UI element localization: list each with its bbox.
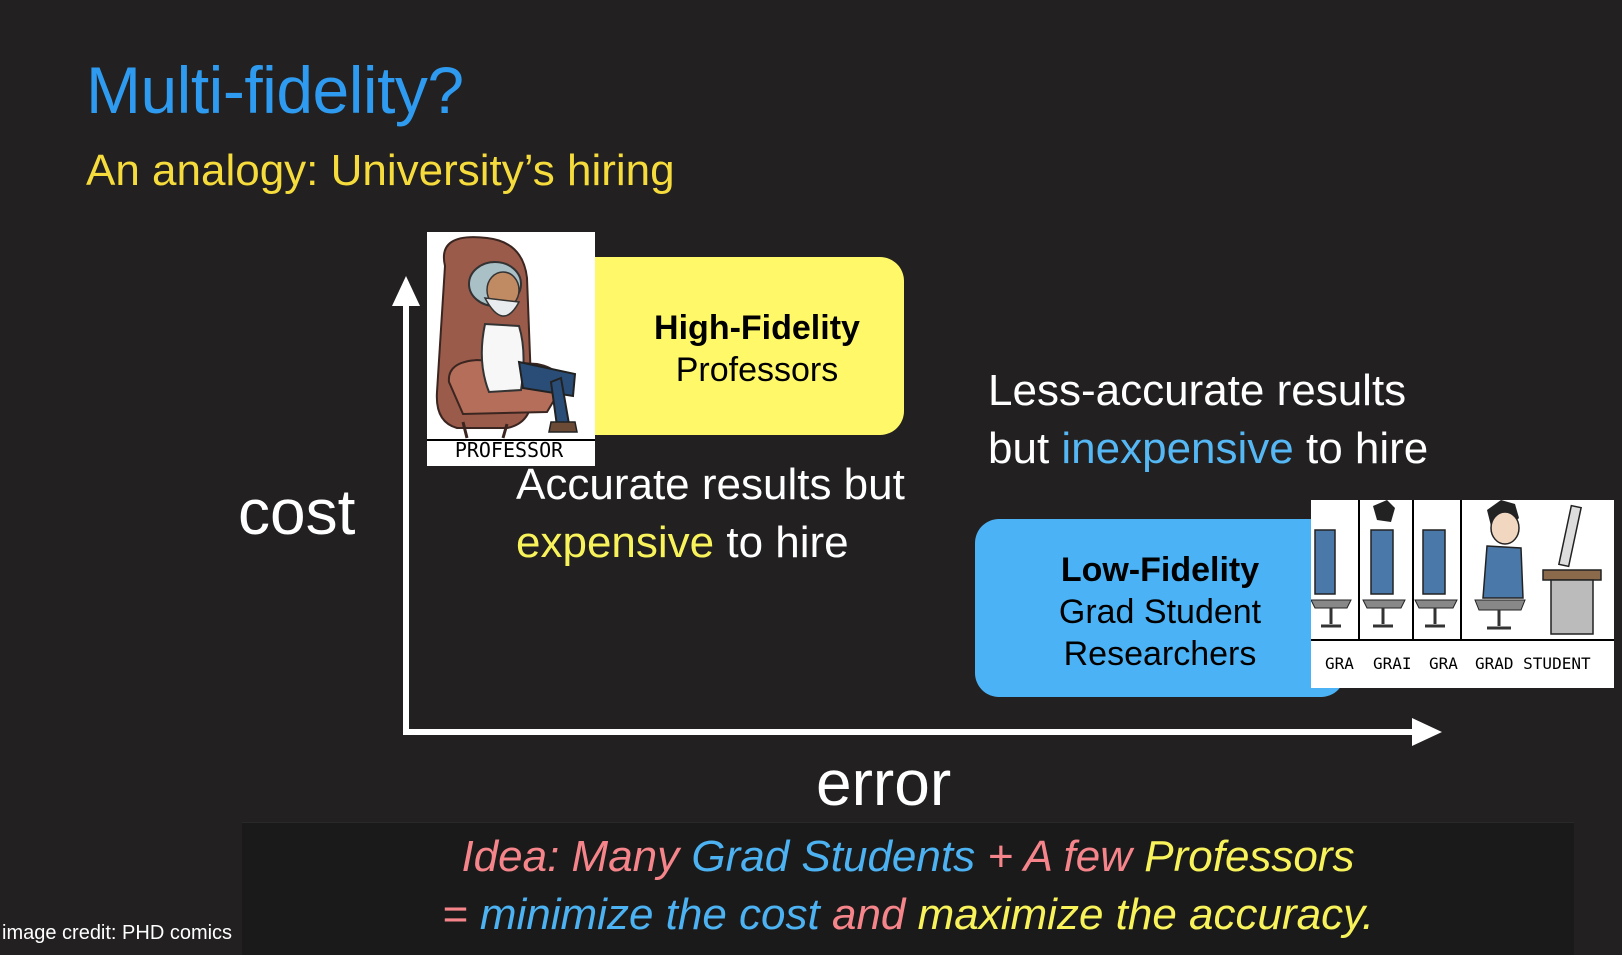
inexpensive-highlight: inexpensive xyxy=(1061,424,1294,473)
professor-image: PROFESSOR xyxy=(427,232,595,466)
low-fidelity-note-prefix: but xyxy=(988,424,1062,473)
x-axis-label: error xyxy=(816,747,952,819)
slide-title: Multi-fidelity? xyxy=(86,53,464,127)
high-fidelity-subtitle: Professors xyxy=(675,351,839,389)
grad-caption-4: GRAD STUDENT xyxy=(1475,654,1591,673)
idea-minimize: minimize xyxy=(479,890,654,939)
idea-l2-a: = xyxy=(441,890,480,939)
image-credit: image credit: PHD comics xyxy=(2,922,233,944)
idea-box xyxy=(242,822,1574,955)
professor-illustration xyxy=(427,236,595,466)
idea-l1-a: Idea: Many xyxy=(461,832,692,881)
expensive-highlight: expensive xyxy=(516,518,715,567)
idea-line2: = minimize the cost and maximize the acc… xyxy=(242,886,1574,944)
grad-student-figure-2 xyxy=(1362,500,1414,640)
high-fidelity-box: High-Fidelity Professors xyxy=(560,257,904,435)
y-axis-label: cost xyxy=(238,476,356,548)
low-fidelity-box: Low-Fidelity Grad Student Researchers xyxy=(975,519,1345,697)
high-fidelity-note-rest: to hire xyxy=(714,518,849,567)
low-fidelity-note-rest: to hire xyxy=(1293,424,1429,473)
idea-line1: Idea: Many Grad Students + A few Profess… xyxy=(242,828,1574,886)
high-fidelity-note: Accurate results but expensive to hire xyxy=(516,456,905,572)
low-fidelity-line1: Grad Student xyxy=(1058,593,1262,631)
grad-student-figure-4 xyxy=(1474,500,1602,635)
idea-grad-students: Grad Students xyxy=(691,832,976,881)
x-axis-arrowhead xyxy=(1412,718,1442,746)
low-fidelity-note-line1: Less-accurate results xyxy=(988,366,1407,415)
high-fidelity-note-line2: expensive to hire xyxy=(516,514,905,572)
grad-caption-1: GRA xyxy=(1325,654,1354,673)
professor-image-caption: PROFESSOR xyxy=(454,438,564,462)
idea-l1-c: + A few xyxy=(975,832,1145,881)
grad-student-illustration xyxy=(1310,500,1614,641)
high-fidelity-note-line1: Accurate results but xyxy=(516,460,905,509)
grad-student-figure-1 xyxy=(1310,500,1360,640)
y-axis-arrowhead xyxy=(392,276,420,306)
high-fidelity-title: High-Fidelity xyxy=(654,309,860,347)
grad-caption-3: GRA xyxy=(1429,654,1458,673)
idea-and: and xyxy=(831,890,918,939)
low-fidelity-note: Less-accurate results but inexpensive to… xyxy=(988,362,1428,478)
grad-caption-2: GRAI xyxy=(1373,654,1412,673)
low-fidelity-line2: Researchers xyxy=(1063,635,1257,673)
slide-subtitle: An analogy: University’s hiring xyxy=(86,146,675,195)
idea-text: Idea: Many Grad Students + A few Profess… xyxy=(242,828,1574,944)
idea-the-cost: the cost xyxy=(653,890,832,939)
idea-maximize: maximize xyxy=(917,890,1104,939)
idea-professors: Professors xyxy=(1144,832,1355,881)
low-fidelity-title: Low-Fidelity xyxy=(1060,551,1260,589)
low-fidelity-note-line2: but inexpensive to hire xyxy=(988,420,1428,478)
grad-student-figure-3 xyxy=(1414,500,1462,640)
grad-student-image: GRA GRAI GRA GRAD STUDENT xyxy=(1310,500,1614,688)
idea-the-accuracy: the accuracy. xyxy=(1103,890,1375,939)
